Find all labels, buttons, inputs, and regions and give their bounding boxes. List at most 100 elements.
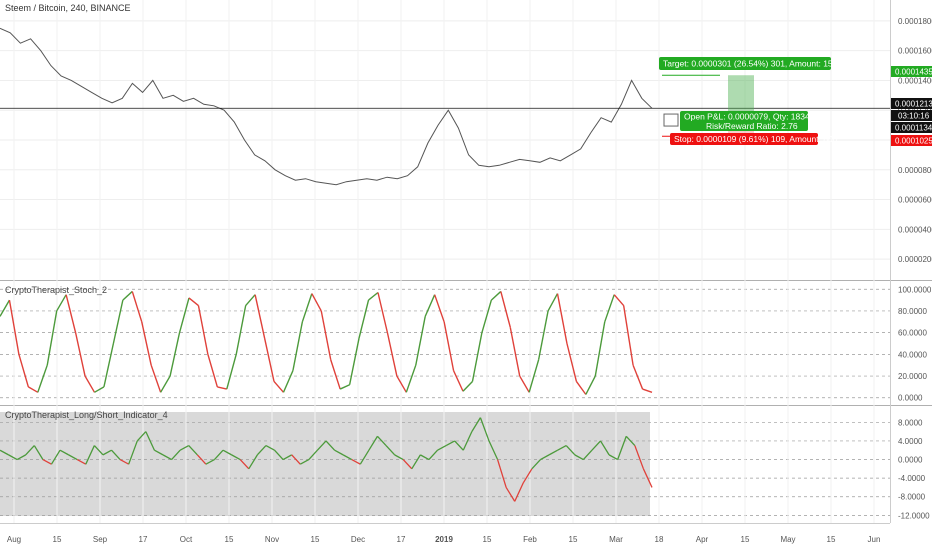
- stoch-segment: [632, 364, 644, 390]
- ls-segment: [213, 449, 224, 460]
- ls-segment: [291, 454, 301, 465]
- ls-segment: [625, 435, 636, 447]
- ls-segment: [582, 449, 593, 460]
- x-tick-label: Sep: [93, 535, 108, 544]
- ls-segment: [351, 458, 361, 465]
- ls-segment: [205, 458, 215, 465]
- y-tick-label: 0.0000: [898, 456, 923, 465]
- y-tick-label: 60.0000: [898, 329, 927, 338]
- ls-segment: [50, 449, 61, 465]
- stoch-segment: [301, 293, 313, 323]
- ls-segment: [68, 454, 78, 461]
- ls-segment: [548, 449, 558, 456]
- stoch-segment: [377, 292, 389, 333]
- ls-segment: [325, 440, 336, 451]
- stoch-segment: [160, 375, 171, 393]
- x-tick-label: 17: [139, 535, 148, 544]
- current-price-badge-text: 0.0001213: [895, 100, 932, 109]
- stop-label-box[interactable]: [670, 133, 818, 145]
- stoch-segment: [178, 297, 190, 333]
- stoch-segment: [566, 343, 578, 382]
- ls-segment: [557, 444, 567, 451]
- stoch-segment: [141, 321, 152, 366]
- ls-segment: [428, 449, 439, 460]
- ls-segment: [171, 449, 181, 460]
- y-tick-label: 40.0000: [898, 350, 927, 359]
- stoch-segment: [112, 299, 124, 344]
- entry-price-badge-text: 0.0001134: [895, 124, 932, 133]
- stoch-segment: [74, 332, 86, 377]
- stoch-segment: [217, 386, 227, 390]
- ls-segment: [196, 454, 207, 465]
- stoch-segment: [339, 384, 350, 390]
- y-tick-label: -4.0000: [898, 474, 926, 483]
- stoch-segment: [386, 332, 398, 377]
- ls-segment: [574, 454, 584, 461]
- stoch-segment: [292, 321, 304, 371]
- entry-price-badge: [891, 122, 932, 133]
- stoch-segment: [330, 359, 341, 390]
- ls-segment: [162, 454, 172, 461]
- stoch-segment: [452, 370, 464, 392]
- risk-reward-label: Risk/Reward Ratio: 2.76: [706, 121, 798, 131]
- ls-segment: [608, 454, 618, 461]
- x-tick-label: 15: [483, 535, 492, 544]
- ls-segment: [522, 468, 533, 484]
- ls-segment: [385, 445, 396, 456]
- ls-segment: [394, 454, 404, 461]
- ls-segment: [33, 445, 44, 460]
- ls-segment: [282, 454, 292, 461]
- x-tick-label: Mar: [609, 535, 623, 544]
- entry-handle[interactable]: [663, 113, 679, 127]
- ls-segment: [76, 458, 87, 465]
- stoch-segment: [27, 386, 39, 393]
- stoch-segment: [320, 310, 332, 360]
- x-tick-label: 15: [225, 535, 234, 544]
- ls-segment: [59, 449, 69, 456]
- stoch-segment: [481, 299, 493, 333]
- y-tick-label: 4.0000: [898, 437, 923, 446]
- ls-segment: [145, 431, 156, 451]
- stoch-segment: [613, 294, 625, 306]
- y-tick-label: 100.0000: [898, 285, 932, 294]
- ls-segment: [316, 440, 327, 451]
- ls-segment: [437, 444, 447, 451]
- y-tick-label: 0.0000: [898, 394, 923, 403]
- ls-segment: [634, 445, 645, 470]
- ls-segment: [119, 458, 129, 465]
- ls-segment: [42, 458, 52, 465]
- stoch-segment: [500, 291, 511, 328]
- ls-segment: [591, 440, 602, 451]
- ls-segment: [471, 417, 481, 432]
- y-tick-label: -12.0000: [898, 511, 930, 520]
- x-tick-label: 2019: [435, 535, 453, 544]
- stoch-segment: [122, 290, 133, 301]
- x-tick-label: Apr: [696, 535, 709, 544]
- ls-segment: [505, 487, 516, 502]
- x-tick-label: Jun: [868, 535, 881, 544]
- open-pl-box[interactable]: [680, 111, 808, 131]
- open-pl-label: Open P&L: 0.0000079, Qty: 18348623: [684, 112, 829, 122]
- stoch-segment: [254, 294, 266, 339]
- ls-segment: [136, 431, 147, 442]
- x-tick-label: Aug: [7, 535, 21, 544]
- ls-segment: [334, 449, 344, 456]
- stoch-segment: [103, 343, 115, 388]
- stoch-segment: [594, 321, 606, 377]
- stoch-segment: [537, 310, 549, 360]
- ls-segment: [599, 440, 610, 456]
- stoch-segment: [509, 327, 521, 377]
- ls-segment: [411, 454, 421, 470]
- ls-segment: [376, 435, 387, 447]
- ls-segment: [248, 454, 258, 470]
- stoch-segment: [245, 294, 256, 306]
- target-label-box[interactable]: [659, 57, 831, 70]
- ls-segment: [496, 459, 507, 488]
- stoch-pane[interactable]: [0, 280, 890, 405]
- stoch-segment: [358, 299, 370, 339]
